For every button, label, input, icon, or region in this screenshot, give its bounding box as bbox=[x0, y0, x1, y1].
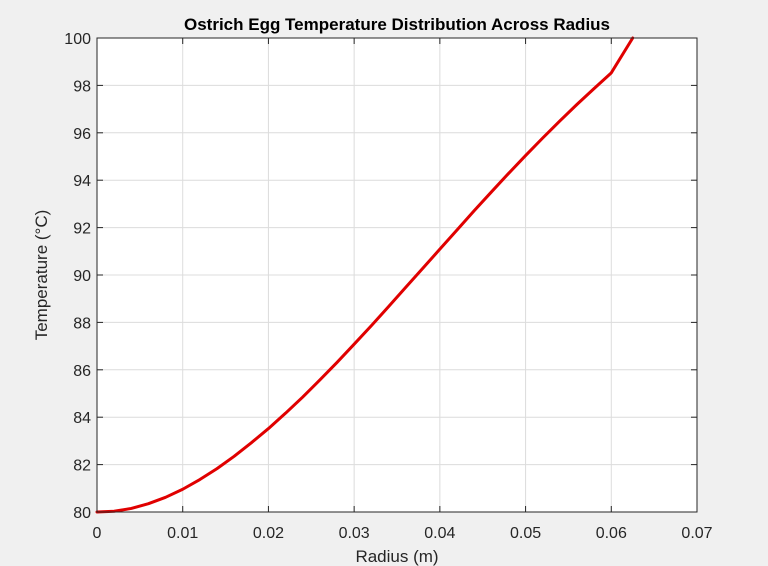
x-axis-label: Radius (m) bbox=[355, 547, 438, 566]
y-tick-label: 100 bbox=[64, 31, 91, 48]
x-tick-label: 0.06 bbox=[596, 525, 627, 542]
ticks: 0 0.01 0.02 0.03 0.04 0.05 0.06 0.07 80 82 84 86 88 9… bbox=[64, 31, 712, 542]
series-layer bbox=[95, 36, 635, 514]
temperature-line bbox=[95, 36, 635, 514]
x-tick-label: 0.05 bbox=[510, 525, 541, 542]
x-tick-label: 0.03 bbox=[339, 525, 370, 542]
chart-title: Ostrich Egg Temperature Distribution Acr… bbox=[184, 15, 610, 34]
y-tick-label: 82 bbox=[73, 458, 91, 475]
y-tick-label: 92 bbox=[73, 221, 91, 238]
y-tick-label: 98 bbox=[73, 78, 91, 95]
y-tick-label: 90 bbox=[73, 268, 91, 285]
x-tick-label: 0 bbox=[93, 525, 102, 542]
y-tick-label: 94 bbox=[73, 173, 91, 190]
y-tick-label: 96 bbox=[73, 126, 91, 143]
grid bbox=[97, 38, 697, 512]
y-tick-label: 84 bbox=[73, 410, 91, 427]
x-tick-label: 0.01 bbox=[167, 525, 198, 542]
y-axis-label: Temperature (°C) bbox=[32, 210, 51, 341]
y-tick-label: 80 bbox=[73, 505, 91, 522]
y-tick-label: 88 bbox=[73, 315, 91, 332]
x-tick-label: 0.04 bbox=[424, 525, 455, 542]
x-tick-label: 0.02 bbox=[253, 525, 284, 542]
x-tick-label: 0.07 bbox=[681, 525, 712, 542]
y-tick-label: 86 bbox=[73, 363, 91, 380]
